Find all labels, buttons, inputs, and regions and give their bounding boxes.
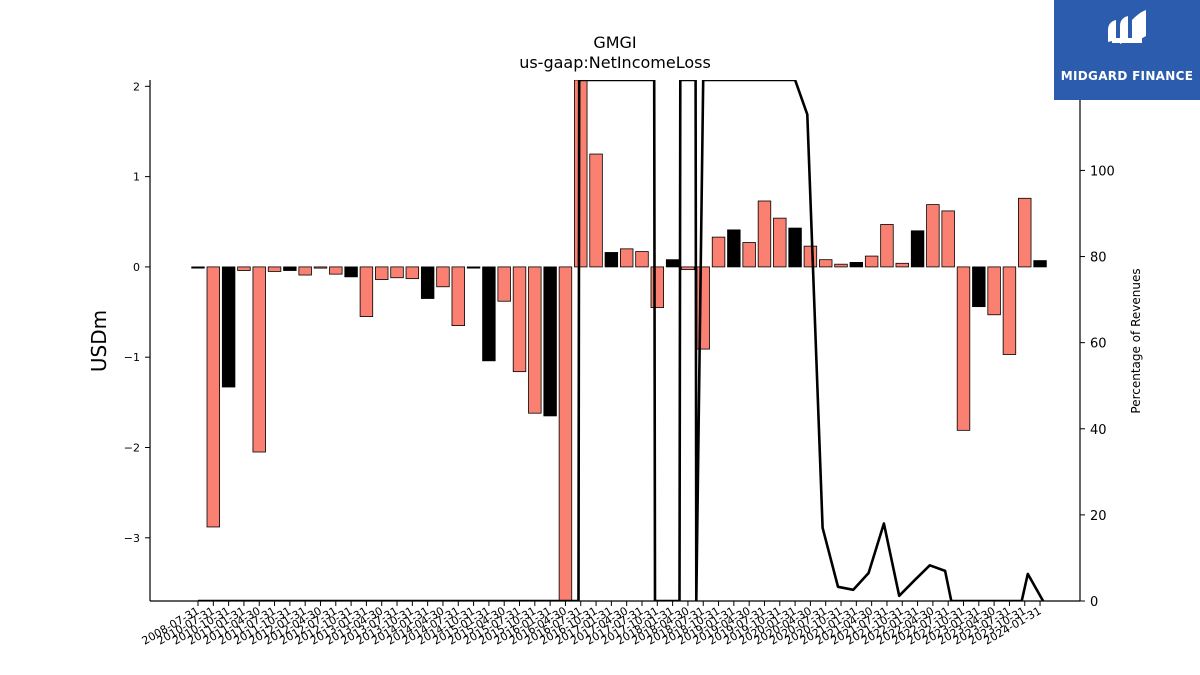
bar (206, 266, 221, 528)
bar (589, 153, 603, 268)
y-tick-label: 0 (133, 261, 140, 274)
bar (665, 259, 680, 268)
bar (803, 245, 818, 268)
bar (466, 266, 481, 269)
bar (436, 266, 450, 288)
bar (405, 266, 420, 280)
bar (742, 242, 756, 268)
y-axis-label: USDm (87, 310, 111, 372)
bar (528, 266, 542, 414)
y-tick-label: −3 (124, 532, 140, 545)
chart-title: GMGI (593, 33, 636, 52)
bar (650, 266, 665, 308)
bar (221, 266, 236, 388)
chart-subtitle: us-gaap:NetIncomeLoss (519, 53, 711, 72)
bar (681, 266, 695, 271)
bar (727, 229, 741, 268)
bar (543, 266, 557, 417)
y-tick-label: −2 (124, 441, 140, 454)
bar (773, 217, 787, 268)
bar (390, 266, 404, 279)
bar (757, 200, 772, 268)
bar (267, 266, 282, 272)
midgard-finance-logo: MIDGARD FINANCE (1054, 0, 1200, 100)
bar (420, 266, 435, 299)
bar (375, 266, 389, 280)
bar (987, 266, 1001, 316)
bar (941, 210, 955, 268)
bar (451, 266, 465, 327)
bar (956, 266, 971, 431)
bar (910, 230, 925, 268)
y-tick-label: 1 (133, 171, 140, 184)
y-tick-label: −1 (124, 351, 140, 364)
bar (788, 227, 802, 268)
bar (1018, 197, 1032, 268)
bar (344, 266, 358, 278)
bar (252, 266, 266, 453)
bar (604, 252, 619, 268)
bar (635, 251, 649, 268)
bar (283, 266, 297, 271)
bar (237, 266, 251, 271)
logo-text: MIDGARD FINANCE (1060, 69, 1194, 83)
bar (926, 204, 940, 268)
y2-axis-label: Percentage of Revenues (1129, 268, 1143, 413)
bar (359, 266, 374, 317)
y2-tick-label: 80 (1090, 251, 1107, 266)
y2-tick-label: 60 (1090, 337, 1107, 352)
bar (298, 266, 312, 276)
bar (574, 80, 588, 268)
bar (191, 266, 205, 269)
bar (619, 248, 634, 268)
bar (972, 266, 986, 308)
y2-tick-label: 20 (1090, 509, 1107, 524)
bar (819, 259, 833, 268)
y-tick-label: 2 (133, 80, 140, 93)
bar (558, 266, 573, 601)
bar (834, 263, 848, 268)
bar (895, 262, 909, 268)
bar (1002, 266, 1017, 355)
bar (482, 266, 496, 362)
logo-mark-icon (1108, 10, 1146, 44)
bar (497, 266, 511, 302)
y2-tick-label: 40 (1090, 423, 1107, 438)
bar (313, 266, 328, 269)
percentage-line (198, 80, 1045, 601)
bar (864, 255, 879, 268)
bar (711, 236, 726, 268)
y2-tick-label: 0 (1090, 595, 1098, 610)
bar (880, 224, 894, 268)
bar (512, 266, 527, 373)
y2-tick-label: 100 (1090, 164, 1115, 179)
bar (1033, 260, 1047, 268)
bar (849, 261, 864, 268)
bar (329, 266, 343, 275)
